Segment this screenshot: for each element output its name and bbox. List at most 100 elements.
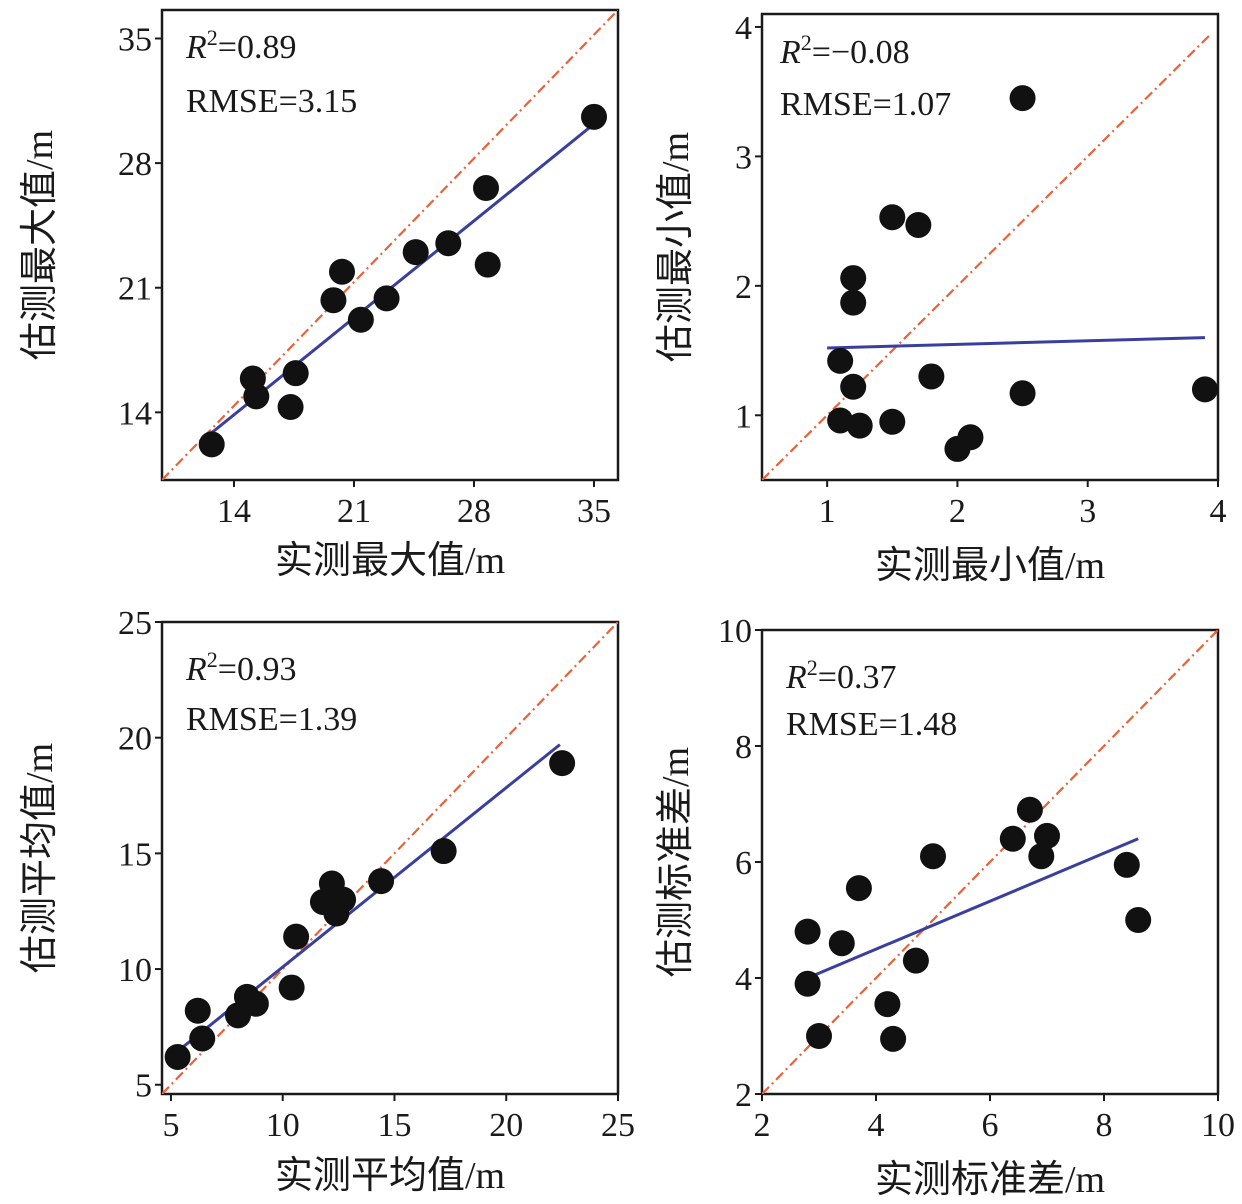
y-tick-label: 20 [118, 721, 152, 758]
data-point [1009, 380, 1036, 407]
y-tick-label: 25 [118, 605, 152, 642]
data-point [402, 239, 429, 266]
data-point [920, 843, 946, 870]
data-point [879, 204, 906, 231]
data-point [828, 930, 855, 957]
data-point [957, 424, 984, 451]
data-point [243, 383, 270, 410]
y-tick-label: 6 [735, 845, 752, 882]
x-tick-label: 2 [754, 1107, 771, 1144]
fit-line [827, 336, 1206, 350]
data-point [198, 431, 225, 458]
y-tick-label: 2 [735, 269, 752, 306]
data-point [879, 408, 906, 435]
data-point [164, 1043, 191, 1070]
y-axis-title: 估测最小值/m [655, 132, 697, 362]
x-tick-label: 8 [1096, 1107, 1113, 1144]
data-point [794, 970, 821, 997]
x-tick-label: 25 [601, 1107, 635, 1144]
panel-mean: 5 10 15 20 25 5 10 15 20 25 R2=0.93 RMSE=1.39 实测平均值/… [19, 605, 635, 1197]
x-tick-label: 35 [577, 493, 611, 530]
data-point [474, 251, 501, 278]
y-tick-label: 28 [118, 146, 152, 183]
r2-label: R2=0.89 [185, 25, 296, 66]
y-tick-label: 2 [735, 1077, 752, 1114]
data-point [1125, 907, 1152, 933]
data-point [581, 103, 607, 130]
data-point [242, 990, 269, 1017]
x-tick-label: 6 [982, 1107, 999, 1144]
panel-min: 1 2 3 4 1 2 3 4 R2=−0.08 RMSE=1.07 实测最小值/m 估测最小值/m [655, 10, 1227, 587]
y-tick-label: 5 [135, 1068, 152, 1105]
data-point [840, 373, 867, 400]
data-point [1028, 843, 1055, 870]
data-point [902, 947, 929, 974]
data-point [368, 868, 395, 895]
data-point [430, 838, 457, 865]
data-point [1016, 796, 1043, 823]
x-tick-label: 4 [1210, 493, 1227, 530]
x-axis-title: 实测标准差/m [875, 1159, 1105, 1201]
x-tick-label: 21 [337, 493, 371, 530]
data-point [846, 412, 873, 439]
data-point [189, 1025, 216, 1052]
y-tick-label: 3 [735, 139, 752, 176]
data-point [473, 175, 499, 202]
plot-frame-min [760, 12, 1220, 482]
y-axis-title: 估测标准差/m [655, 747, 697, 977]
x-tick-label: 20 [489, 1107, 523, 1144]
r2-label: R2=0.93 [185, 647, 296, 688]
x-axis-title: 实测平均值/m [275, 1155, 505, 1197]
identity-line [762, 630, 1218, 1094]
y-tick-label: 21 [118, 271, 152, 308]
panel-max: 14 21 28 35 14 21 28 35 R2=0.89 RMSE=3.15 实测最大值/m 估… [19, 8, 620, 582]
x-tick-label: 28 [457, 493, 491, 530]
data-point [435, 230, 462, 257]
y-tick-label: 14 [118, 395, 152, 432]
fit-line [207, 122, 595, 437]
data-point [918, 363, 945, 390]
fit-line [807, 837, 1139, 980]
data-point [283, 923, 310, 950]
data-point [1034, 822, 1060, 849]
data-point [999, 825, 1026, 852]
data-point [845, 875, 872, 902]
y-tick-label: 1 [735, 398, 752, 435]
y-tick-label: 10 [718, 613, 752, 650]
y-tick-label: 10 [118, 952, 152, 989]
data-point [794, 918, 821, 945]
data-point [329, 258, 355, 285]
data-point [1009, 85, 1036, 112]
data-point [1191, 376, 1218, 403]
data-point [827, 407, 854, 434]
x-tick-label: 1 [819, 493, 836, 530]
data-point [806, 1023, 832, 1049]
y-tick-label: 8 [735, 729, 752, 766]
r2-label: R2=0.37 [785, 655, 896, 696]
data-point [880, 1025, 907, 1052]
data-point [840, 289, 867, 316]
rmse-label: RMSE=1.48 [786, 706, 957, 743]
data-point [549, 750, 576, 777]
x-axis-title: 实测最小值/m [875, 545, 1105, 587]
rmse-label: RMSE=1.07 [780, 86, 951, 123]
x-tick-label: 5 [162, 1107, 179, 1144]
y-tick-label: 35 [118, 21, 152, 58]
data-point [282, 360, 309, 387]
data-point [905, 211, 932, 238]
x-tick-label: 14 [217, 493, 251, 530]
data-point [373, 285, 400, 312]
x-axis-title: 实测最大值/m [275, 540, 505, 582]
data-point [347, 306, 374, 333]
x-tick-label: 2 [949, 493, 966, 530]
data-point [1113, 851, 1140, 878]
y-tick-label: 4 [735, 961, 752, 998]
data-point [874, 991, 901, 1018]
data-point [320, 287, 347, 314]
data-point [330, 886, 357, 913]
rmse-label: RMSE=1.39 [186, 701, 357, 738]
rmse-label: RMSE=3.15 [186, 83, 357, 120]
data-point [277, 394, 304, 421]
y-axis-title: 估测平均值/m [19, 743, 61, 973]
